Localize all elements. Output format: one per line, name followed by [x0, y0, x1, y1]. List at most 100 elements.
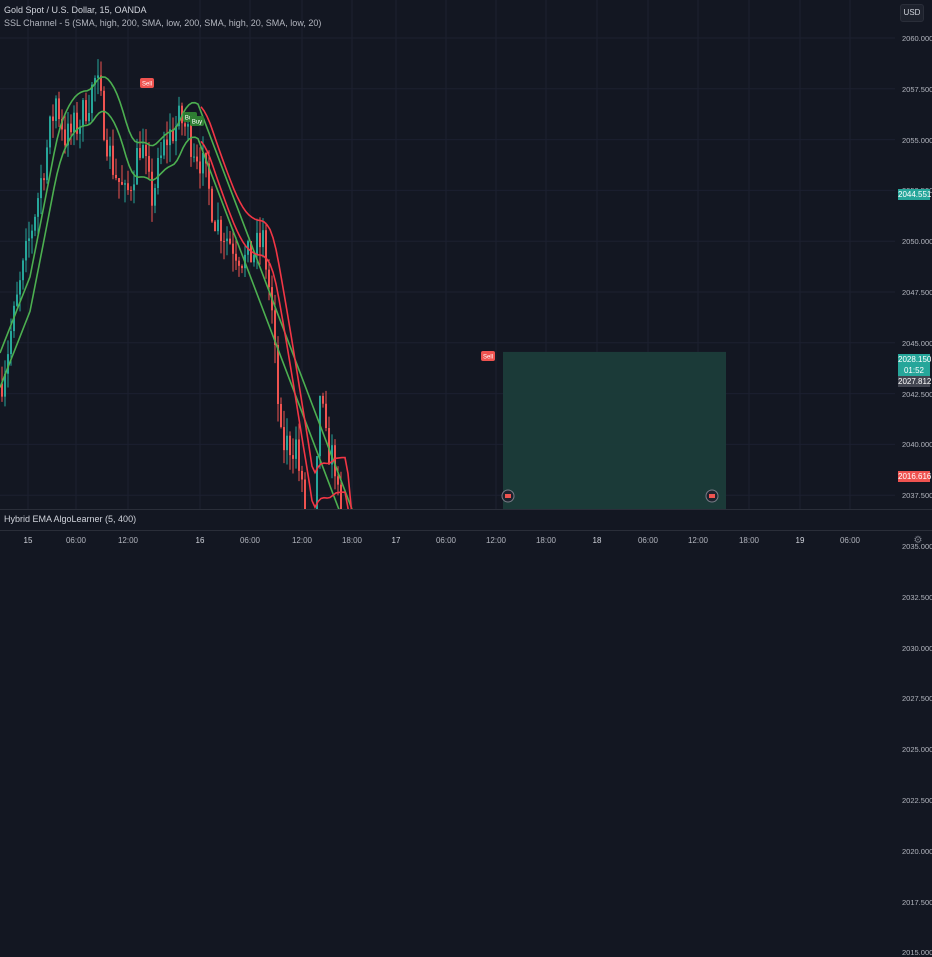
candle-body	[223, 241, 225, 243]
ssl-channel-green-line	[0, 76, 502, 825]
candle-body	[337, 476, 339, 485]
last-price-tag: 2028.150 01:52	[898, 354, 931, 376]
candle-body	[142, 144, 144, 158]
candle-body	[58, 98, 60, 120]
candle-body	[172, 129, 174, 142]
time-axis-label: 12:00	[117, 536, 139, 545]
indicator-pane[interactable]	[0, 510, 932, 530]
time-axis-label: 18:00	[341, 536, 363, 545]
price-axis-label: 2040.000	[902, 440, 932, 450]
sell-signal-label: Sell	[142, 82, 152, 88]
candle-body	[340, 484, 342, 547]
time-axis-label: 06:00	[65, 536, 87, 545]
price-axis-label: 2057.500	[902, 84, 932, 94]
candle-body	[148, 156, 150, 172]
candle-body	[196, 156, 198, 162]
candle-body	[118, 178, 120, 182]
candle-body	[163, 139, 165, 156]
time-axis-label: 12:00	[687, 536, 709, 545]
candle-body	[259, 232, 261, 248]
candle-body	[289, 435, 291, 456]
candle-body	[106, 139, 108, 157]
buy-signal-label: Buy	[192, 120, 202, 126]
candle-body	[97, 75, 99, 78]
candle-body	[151, 171, 153, 206]
time-axis-separator	[0, 530, 932, 531]
candle-body	[238, 260, 240, 266]
candle-body	[208, 163, 210, 189]
symbol-title[interactable]: Gold Spot / U.S. Dollar, 15, OANDA	[4, 5, 147, 15]
candle-body	[277, 344, 279, 404]
candle-body	[262, 230, 264, 248]
price-axis-label: 2017.500	[902, 897, 932, 907]
price-axis-label: 2045.000	[902, 338, 932, 348]
time-axis-label: 06:00	[839, 536, 861, 545]
candle-body	[85, 100, 87, 122]
candle-body	[22, 260, 24, 281]
candle-body	[64, 129, 66, 146]
candle-body	[280, 403, 282, 428]
candle-body	[178, 105, 180, 127]
bar-countdown: 01:52	[903, 366, 925, 375]
candle-body	[268, 269, 270, 288]
candle-body	[43, 178, 45, 181]
settings-gear-icon[interactable]: ⚙	[913, 535, 923, 546]
pane-separator[interactable]	[0, 509, 932, 510]
candle-body	[19, 280, 21, 295]
sell-signal	[481, 351, 495, 361]
candle-body	[166, 139, 168, 146]
candle-body	[169, 129, 171, 146]
candle-body	[55, 98, 57, 121]
candle-body	[16, 294, 18, 306]
sell-signal-label: Sell	[483, 355, 493, 361]
candle-body	[100, 75, 102, 91]
buy-signal	[190, 116, 204, 126]
candle-body	[121, 181, 123, 185]
ssl-channel-green-line	[0, 110, 502, 859]
price-axis-label: 2060.000	[902, 34, 932, 43]
candle-body	[322, 395, 324, 404]
candle-body	[70, 123, 72, 133]
candle-body	[91, 84, 93, 114]
candle-body	[217, 219, 219, 232]
candle-body	[292, 455, 294, 459]
candle-body	[127, 183, 129, 191]
sell-signal	[140, 78, 154, 88]
candle-body	[202, 152, 204, 174]
time-axis-label: 17	[391, 536, 401, 545]
take-profit-zone	[503, 351, 726, 693]
price-axis-label: 2022.500	[902, 796, 932, 805]
candle-body	[109, 145, 111, 157]
candle-body	[328, 428, 330, 465]
candle-body	[40, 178, 42, 199]
candle-body	[10, 331, 12, 355]
candle-body	[79, 126, 81, 134]
candle-body	[157, 157, 159, 189]
candle-body	[214, 221, 216, 232]
candle-body	[7, 354, 9, 374]
currency-button[interactable]: USD	[900, 4, 924, 22]
candle-body	[28, 238, 30, 241]
candle-body	[184, 123, 186, 127]
candle-body	[286, 435, 288, 451]
candle-body	[88, 113, 90, 122]
candle-body	[94, 77, 96, 85]
time-axis-label: 18:00	[738, 536, 760, 545]
candle-body	[295, 439, 297, 459]
price-axis-label: 2047.500	[902, 288, 932, 297]
price-axis-label: 2050.000	[902, 237, 932, 247]
stop-loss-price-tag: 2016.616	[898, 471, 932, 482]
candle-body	[130, 190, 132, 192]
indicator-legend[interactable]: SSL Channel - 5 (SMA, high, 200, SMA, lo…	[4, 18, 322, 28]
candle-body	[112, 145, 114, 175]
indicator-pane-title[interactable]: Hybrid EMA AlgoLearner (5, 400)	[4, 514, 137, 524]
price-axis-label: 2035.000	[902, 542, 932, 551]
candle-body	[265, 230, 267, 270]
candle-body	[232, 243, 234, 254]
time-axis-label: 19	[795, 536, 805, 545]
time-axis[interactable]	[0, 530, 932, 550]
price-axis-label: 2042.500	[902, 389, 932, 399]
candle-body	[199, 161, 201, 174]
